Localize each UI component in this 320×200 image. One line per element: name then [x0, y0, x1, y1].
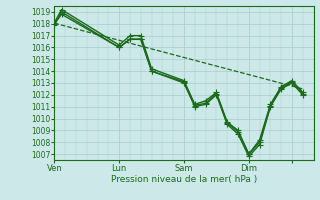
X-axis label: Pression niveau de la mer( hPa ): Pression niveau de la mer( hPa ): [111, 175, 257, 184]
